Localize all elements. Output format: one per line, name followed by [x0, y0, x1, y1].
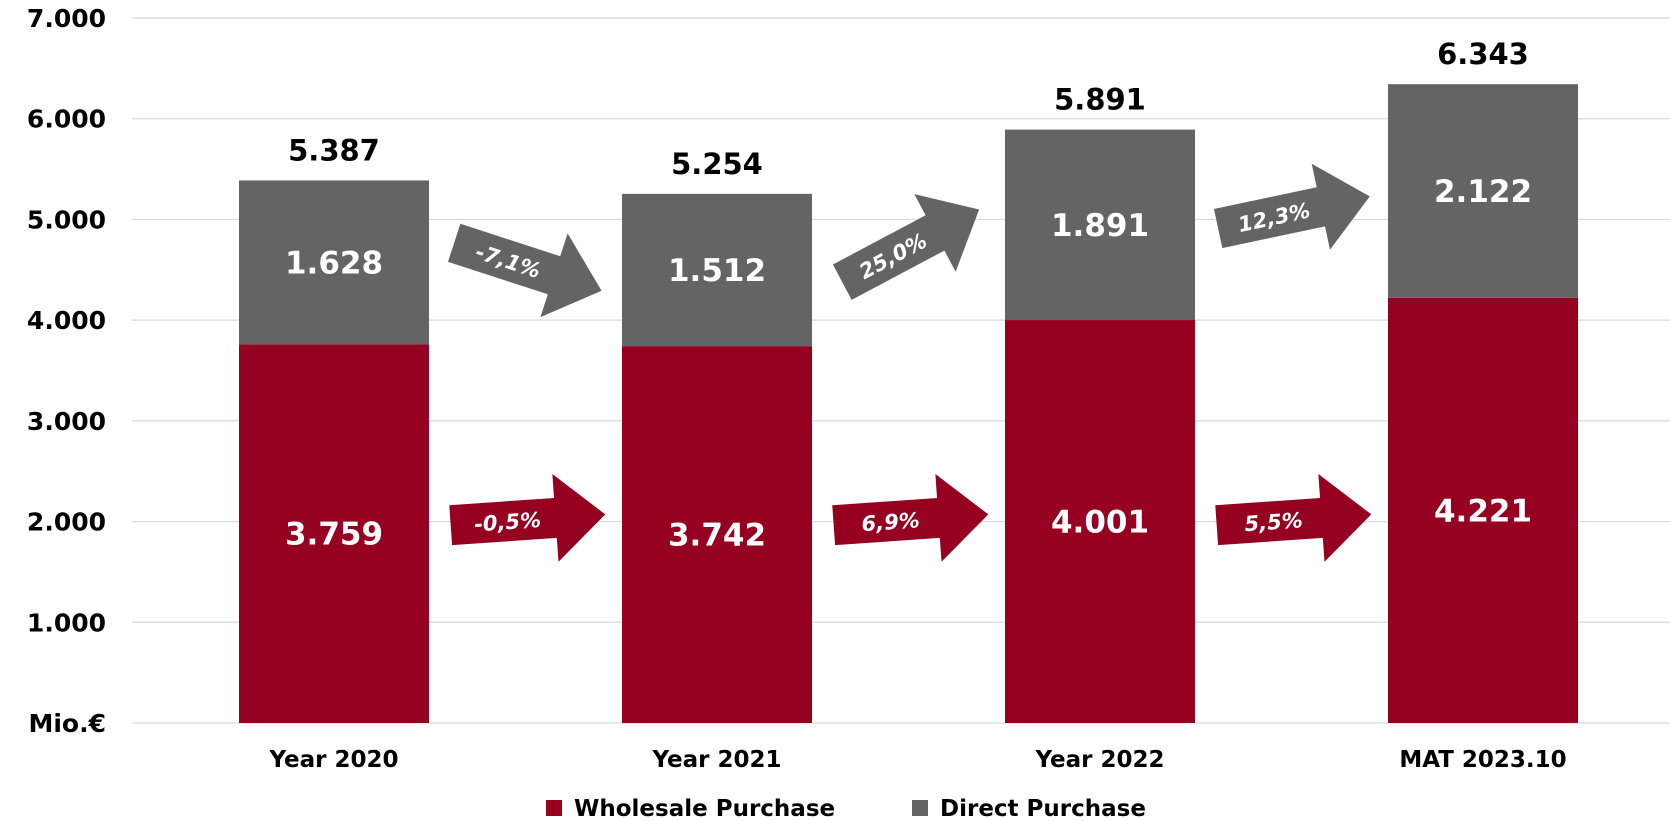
growth-arrow-shape [1213, 163, 1370, 250]
growth-arrow-shape [447, 223, 602, 318]
x-tick-label: Year 2022 [1034, 747, 1164, 773]
y-axis: Mio.€ 1.000 2.000 3.000 4.000 5.000 6.000 7.000 [27, 4, 106, 738]
y-tick-label: 3.000 [27, 407, 106, 436]
direct-value-label: 2.122 [1434, 174, 1532, 210]
direct-growth-arrow: -7,1% [447, 223, 602, 318]
y-tick-label: 1.000 [27, 608, 106, 637]
wholesale-value-label: 4.221 [1434, 493, 1532, 529]
x-tick-label: Year 2020 [268, 747, 398, 773]
growth-arrow-shape [832, 194, 980, 300]
direct-value-label: 1.512 [668, 253, 766, 289]
y-tick-label: Mio.€ [28, 709, 106, 738]
total-label: 6.343 [1437, 37, 1529, 71]
growth-label: 5,5% [1244, 508, 1304, 536]
wholesale-bar [1005, 320, 1195, 723]
y-tick-label: 6.000 [27, 105, 106, 134]
y-tick-label: 2.000 [27, 508, 106, 537]
x-tick-label: MAT 2023.10 [1399, 747, 1566, 773]
growth-label: -0,5% [473, 508, 541, 537]
wholesale-value-label: 4.001 [1051, 505, 1149, 541]
wholesale-growth-arrow: -0,5% [449, 474, 606, 562]
legend-swatch-direct [912, 800, 928, 816]
growth-arrow-shape [832, 474, 989, 562]
wholesale-value-label: 3.742 [668, 518, 766, 554]
direct-bar [1388, 84, 1578, 298]
total-label: 5.387 [288, 133, 380, 167]
y-tick-label: 7.000 [27, 4, 106, 33]
y-tick-label: 4.000 [27, 306, 106, 335]
wholesale-bar [1388, 297, 1578, 723]
total-label: 5.254 [671, 147, 763, 181]
growth-arrows: -0,5% -7,1% 6,9% 25,0% 5,5% 12,3% [447, 163, 1372, 562]
direct-growth-arrow: 12,3% [1213, 163, 1370, 250]
direct-growth-arrow: 25,0% [832, 194, 980, 300]
growth-arrow-shape [1215, 474, 1372, 562]
bars: 3.759 1.628 5.387 3.742 1.512 5.254 4.001 1.891… [239, 37, 1578, 723]
legend-swatch-wholesale [546, 800, 562, 816]
total-label: 5.891 [1054, 83, 1146, 117]
direct-value-label: 1.628 [285, 245, 383, 281]
legend-label-wholesale: Wholesale Purchase [574, 796, 835, 821]
direct-value-label: 1.891 [1051, 208, 1149, 244]
x-axis: Year 2020 Year 2021 Year 2022 MAT 2023.10 [268, 747, 1566, 773]
growth-label: 6,9% [861, 508, 921, 536]
wholesale-bar [622, 346, 812, 723]
growth-arrow-shape [449, 474, 606, 562]
wholesale-value-label: 3.759 [285, 517, 383, 553]
wholesale-bar [239, 344, 429, 723]
legend-label-direct: Direct Purchase [940, 796, 1146, 821]
y-tick-label: 5.000 [27, 205, 106, 234]
direct-bar [239, 180, 429, 345]
legend: Wholesale Purchase Direct Purchase [546, 796, 1146, 821]
wholesale-growth-arrow: 5,5% [1215, 474, 1372, 562]
wholesale-growth-arrow: 6,9% [832, 474, 989, 562]
x-tick-label: Year 2021 [651, 747, 781, 773]
direct-bar [622, 193, 812, 347]
direct-bar [1005, 129, 1195, 321]
